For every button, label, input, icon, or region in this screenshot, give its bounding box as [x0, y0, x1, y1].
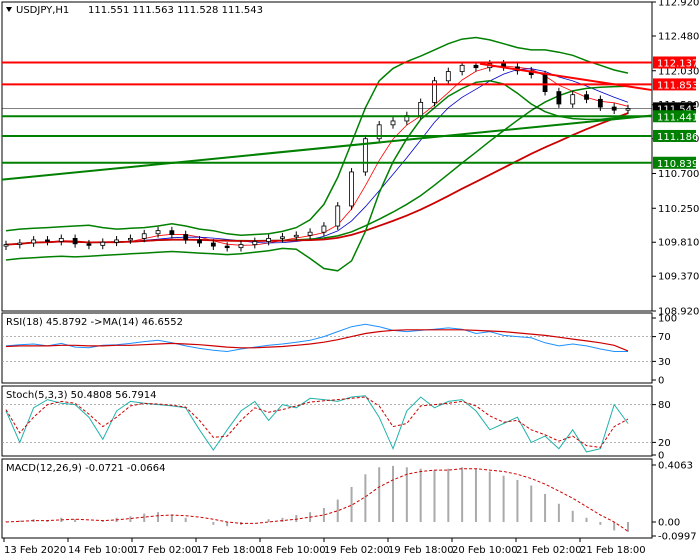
- candle-body: [127, 237, 133, 241]
- stochastic-title: Stoch(5,3,3) 50.4808 56.7914: [6, 390, 157, 401]
- collapse-arrow-icon[interactable]: [6, 7, 12, 12]
- rsi-tick-label: 30: [658, 357, 671, 368]
- price-tick-label: 110.700: [658, 169, 699, 180]
- time-tick-label: 21 Feb 18:00: [580, 545, 646, 556]
- price-tick-label: 112.030: [658, 66, 699, 77]
- candle-body: [100, 241, 106, 246]
- support-trendline: [1, 114, 653, 181]
- stoch-tick-label: 20: [658, 438, 671, 449]
- level-label-text: 111.441: [657, 112, 698, 123]
- price-tick-label: 109.810: [658, 238, 699, 249]
- candle-body: [349, 171, 354, 207]
- candle-body: [45, 239, 50, 242]
- rsi-ma-line: [5, 329, 629, 352]
- time-tick-label: 18 Feb 10:00: [260, 545, 326, 556]
- candle-body: [58, 237, 64, 242]
- candle-body: [280, 236, 285, 239]
- level-label-text: 111.186: [657, 132, 698, 143]
- candle-body: [72, 237, 78, 245]
- macd-tick-label: -0.0997: [658, 532, 697, 543]
- candle-body: [584, 94, 589, 100]
- ma-long-line: [5, 112, 629, 246]
- candle-body: [210, 242, 216, 247]
- candle-body: [293, 234, 299, 238]
- candle-body: [31, 239, 37, 244]
- price-panel[interactable]: [1, 1, 653, 312]
- candle-body: [169, 230, 175, 235]
- level-label-box: [653, 156, 696, 169]
- candle-body: [3, 244, 9, 247]
- price-tick-label: 109.370: [658, 272, 699, 283]
- macd-tick-label: 0.00: [658, 518, 680, 529]
- candle-body: [252, 241, 258, 245]
- candle-body: [390, 120, 396, 126]
- stoch-signal-line: [5, 396, 629, 448]
- candle-body: [445, 71, 451, 82]
- price-tick-label: 110.250: [658, 204, 699, 215]
- candle-body: [473, 64, 479, 69]
- candle-body: [459, 64, 465, 72]
- level-label-text: 111.543: [657, 104, 698, 115]
- macd-signal-line: [5, 468, 629, 532]
- rsi-title: RSI(18) 45.8792 ->MA(14) 46.6552: [6, 317, 183, 328]
- candle-body: [597, 98, 603, 108]
- time-tick-label: 19 Feb 02:00: [324, 545, 390, 556]
- level-label-box: [653, 56, 696, 69]
- candle-body: [432, 80, 437, 103]
- candle-body: [307, 231, 313, 236]
- stoch-tick-label: 0: [658, 451, 664, 462]
- level-label-box: [653, 129, 696, 142]
- rsi-tick-label: 0: [658, 376, 664, 387]
- stoch-main-line: [5, 395, 629, 453]
- candle-body: [266, 237, 272, 242]
- candle-body: [238, 244, 244, 249]
- chart-symbol: USDJPY,H1: [16, 5, 69, 16]
- time-tick-label: 13 Feb 2020: [4, 545, 66, 556]
- candle-body: [86, 243, 92, 246]
- candle-body: [197, 239, 202, 244]
- candle-body: [570, 94, 576, 105]
- level-label-box: [653, 78, 696, 91]
- candle-body: [17, 242, 23, 245]
- time-tick-label: 21 Feb 02:00: [516, 545, 582, 556]
- rsi-tick-label: 70: [658, 332, 671, 343]
- price-tick-label: 112.480: [658, 31, 699, 42]
- candle-body: [376, 124, 382, 140]
- macd-title: MACD(12,26,9) -0.0721 -0.0664: [6, 463, 166, 474]
- macd-panel[interactable]: [1, 458, 653, 539]
- candle-body: [224, 245, 230, 249]
- level-label-text: 112.137: [657, 58, 698, 69]
- candle-body: [362, 138, 368, 173]
- resistance-trendline: [479, 62, 653, 92]
- candle-body: [542, 74, 548, 93]
- rsi-panel[interactable]: [1, 312, 653, 384]
- level-label-text: 110.839: [657, 159, 698, 170]
- time-tick-label: 19 Feb 18:00: [388, 545, 454, 556]
- candle-body: [141, 233, 147, 239]
- candle-body: [418, 102, 424, 116]
- macd-tick-label: 0.4063: [658, 461, 693, 472]
- stoch-tick-label: 80: [658, 400, 671, 411]
- time-tick-label: 17 Feb 18:00: [196, 545, 262, 556]
- level-label-box: [653, 110, 696, 123]
- candle-body: [183, 234, 189, 241]
- chart-ohlc: 111.551 111.563 111.528 111.543: [88, 5, 263, 16]
- price-tick-label: 112.920: [658, 0, 699, 9]
- candle-body: [335, 205, 341, 227]
- level-label-text: 111.853: [657, 80, 698, 91]
- time-tick-label: 17 Feb 02:00: [132, 545, 198, 556]
- time-tick-label: 20 Feb 10:00: [452, 545, 518, 556]
- time-tick-label: 14 Feb 10:00: [68, 545, 134, 556]
- rsi-tick-label: 100: [658, 314, 677, 325]
- bollinger-lower-line: [5, 80, 629, 272]
- candle-body: [625, 108, 631, 111]
- candle-body: [556, 91, 562, 105]
- price-tick-label: 108.920: [658, 307, 699, 318]
- candle-body: [321, 225, 327, 233]
- bollinger-upper-line: [5, 36, 629, 237]
- candle-body: [114, 239, 119, 243]
- candle-body: [155, 230, 161, 235]
